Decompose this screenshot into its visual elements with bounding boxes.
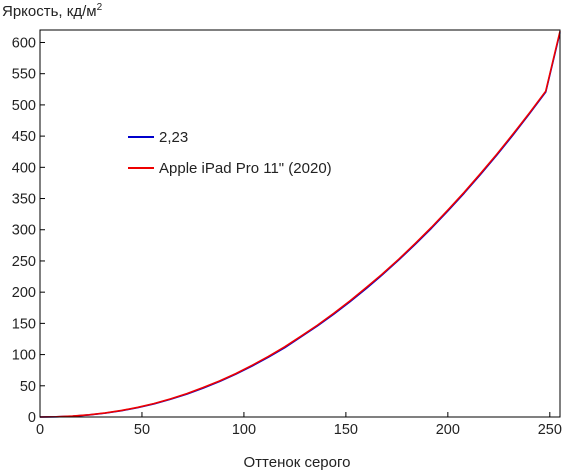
y-axis-title-superscript: 2: [97, 2, 103, 13]
y-tick-label: 100: [12, 348, 36, 364]
x-tick-label: 0: [36, 422, 44, 438]
y-tick-label: 400: [12, 160, 36, 176]
y-tick-label: 350: [12, 192, 36, 208]
y-axis-ticks: 0 50 100 150 200 250 300 350 400 450 500 550 600: [12, 35, 45, 426]
y-axis-title-text: Яркость, кд/м: [2, 3, 97, 20]
x-tick-label: 200: [436, 422, 460, 438]
y-tick-label: 250: [12, 254, 36, 270]
x-tick-label: 50: [134, 422, 150, 438]
series-line-ipad-pro: [39, 31, 561, 418]
legend-label: Apple iPad Pro 11" (2020): [159, 160, 332, 177]
legend: 2,23 Apple iPad Pro 11" (2020): [128, 129, 332, 177]
y-tick-label: 0: [28, 410, 36, 426]
x-axis-title: Оттенок серого: [244, 454, 351, 470]
y-tick-label: 550: [12, 67, 36, 83]
y-tick-label: 150: [12, 316, 36, 332]
y-tick-label: 500: [12, 98, 36, 114]
x-tick-label: 150: [334, 422, 358, 438]
x-tick-label: 100: [232, 422, 256, 438]
y-axis-title: Яркость, кд/м2: [2, 2, 103, 20]
y-tick-label: 50: [20, 379, 36, 395]
y-tick-label: 300: [12, 223, 36, 239]
series-line-2-23: [39, 32, 561, 418]
y-tick-label: 200: [12, 285, 36, 301]
legend-label: 2,23: [159, 129, 188, 146]
y-tick-label: 600: [12, 35, 36, 51]
y-tick-label: 450: [12, 129, 36, 145]
x-tick-label: 250: [538, 422, 562, 438]
plot-frame: [39, 29, 561, 418]
x-axis-ticks: 0 50 100 150 200 250: [36, 412, 562, 438]
series-layer: [39, 31, 561, 418]
